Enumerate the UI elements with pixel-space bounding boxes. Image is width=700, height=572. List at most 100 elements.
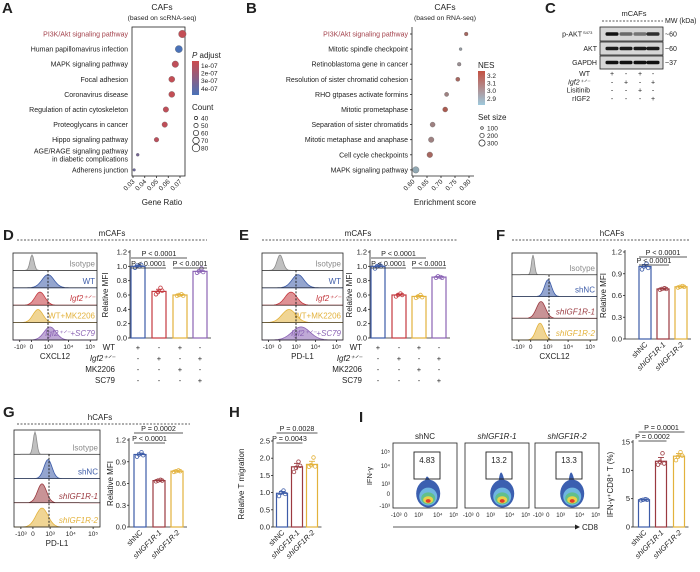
y-tick-label: 10⁵ — [381, 449, 391, 456]
replicate-point — [308, 462, 314, 468]
histogram-frame — [12, 252, 98, 341]
flow-plot-frame — [464, 442, 530, 509]
p-value-label: P = 0.0028 — [280, 424, 315, 433]
condition-sign: - — [611, 88, 614, 95]
replicate-point — [639, 267, 645, 272]
color-legend-title: NES — [478, 61, 494, 70]
x-tick-label: 10⁵ — [449, 512, 459, 519]
data-point — [162, 106, 169, 113]
x-tick-label: 10⁵ — [332, 344, 342, 351]
dotplot-a: CAFs (based on scRNA-seq) PI3K/Akt signali… — [29, 2, 221, 207]
p-value-label: P < 0.0001 — [371, 259, 406, 268]
replicate-point — [682, 284, 687, 289]
y-axis-label: IFN-γ⁺CD8⁺ T (%) — [606, 451, 615, 517]
x-tick-label: 10³ — [414, 513, 423, 519]
y-tick-label: 0.2 — [117, 319, 127, 328]
condition-sign: - — [639, 79, 642, 86]
condition-sign: + — [437, 376, 442, 385]
y-tick-label: 1.2 — [116, 436, 126, 445]
blot-header: mCAFs — [622, 9, 647, 18]
size-tick-label: 200 — [487, 133, 498, 140]
track-label: Isotype — [569, 264, 595, 273]
condition-label: WT — [103, 343, 116, 352]
condition-sign: + — [157, 354, 162, 363]
condition-sign: + — [178, 365, 183, 374]
size-tick-label: 100 — [487, 126, 498, 133]
y-tick-label: 1.0 — [357, 262, 367, 271]
condition-sign: - — [179, 354, 182, 363]
replicate-point — [644, 261, 649, 266]
condition-sign: + — [376, 343, 381, 352]
panel-header: hCAFs — [600, 229, 624, 238]
color-legend-title: adjust — [200, 51, 222, 60]
condition-sign: - — [652, 71, 655, 78]
x-tick-label: 10⁵ — [85, 344, 95, 351]
p-value-label: P = 0.0001 — [644, 423, 679, 432]
y-tick-label: 0.3 — [612, 313, 622, 322]
x-tick-label: -10³ — [533, 513, 544, 519]
x-tick-label: 10³ — [44, 344, 54, 351]
condition-sign: + — [437, 354, 442, 363]
category-label: Human papillomavirus infection — [31, 47, 128, 54]
flow-histogram-f: Isotype shNC shIGF1R-1 shIGF1R-2 -10³ 0 10³ 10⁴… — [511, 252, 598, 361]
histogram-frame — [511, 252, 598, 341]
bar — [170, 470, 184, 528]
gate-percentage: 13.2 — [491, 456, 507, 465]
replicate-point — [155, 478, 161, 483]
color-tick-label: 4e-07 — [201, 86, 218, 93]
replicate-point — [136, 452, 142, 457]
replicate-point — [657, 287, 663, 292]
y-tick-label: 0.9 — [612, 269, 622, 278]
condition-sign: + — [178, 343, 183, 352]
condition-sign: - — [418, 376, 421, 385]
p-value-label: P < 0.0001 — [131, 259, 166, 268]
track-label: WT+MK2206 — [48, 312, 95, 321]
gate-percentage: 13.3 — [561, 456, 577, 465]
flow-histogram-g: Isotype shNC shIGF1R-1 shIGF1R-2 -10³ 0 10³ 10⁴… — [13, 429, 101, 548]
y-tick-label: 0.3 — [116, 501, 126, 510]
replicate-point — [673, 457, 679, 463]
color-scale-bar — [192, 61, 199, 95]
chart-subtitle: (based on scRNA-seq) — [128, 15, 197, 22]
y-tick-label: 10⁴ — [381, 463, 391, 470]
mw-label: MW (kDa) — [665, 18, 697, 25]
arrow-head-icon — [575, 524, 580, 530]
x-tick-label: 0.04 — [134, 178, 148, 192]
track-label: shIGF1R-2 — [59, 516, 99, 525]
protein-band — [633, 60, 647, 65]
replicate-point — [276, 493, 282, 499]
condition-sign: + — [136, 343, 141, 352]
protein-band — [633, 32, 647, 36]
protein-band — [619, 46, 633, 51]
gate — [413, 451, 441, 480]
category-label: Proteoglycans in cancer — [53, 122, 128, 129]
y-tick-label: 0.8 — [357, 276, 367, 285]
condition-sign: + — [638, 71, 642, 78]
track-label: Igf2⁺ᐟ⁻ — [316, 294, 342, 303]
y-tick-label: 0.0 — [357, 334, 367, 343]
density-contour — [499, 499, 505, 503]
band-label-superscript: S473 — [583, 30, 593, 35]
y-axis-label: Relative MFI — [345, 273, 354, 318]
category-label: Mitotic prometaphase — [341, 107, 408, 114]
size-legend-circle — [479, 132, 485, 139]
bar — [638, 265, 652, 340]
condition-label: WT — [579, 71, 591, 78]
p-value-label: P < 0.0001 — [142, 249, 177, 258]
size-tick-label: 80 — [201, 146, 209, 153]
x-tick-label: 0.80 — [459, 178, 473, 192]
data-point — [168, 76, 175, 83]
replicate-point — [657, 459, 663, 465]
chart-title: CAFs — [434, 2, 455, 12]
y-axis-label: Relative MFI — [599, 273, 608, 318]
y-tick-label: 0.6 — [612, 291, 622, 300]
panel-header: mCAFs — [99, 229, 126, 238]
p-value-label: P = 0.0002 — [635, 432, 670, 441]
y-tick-label: 0.0 — [116, 523, 126, 532]
x-tick-label: 10⁴ — [63, 344, 73, 351]
